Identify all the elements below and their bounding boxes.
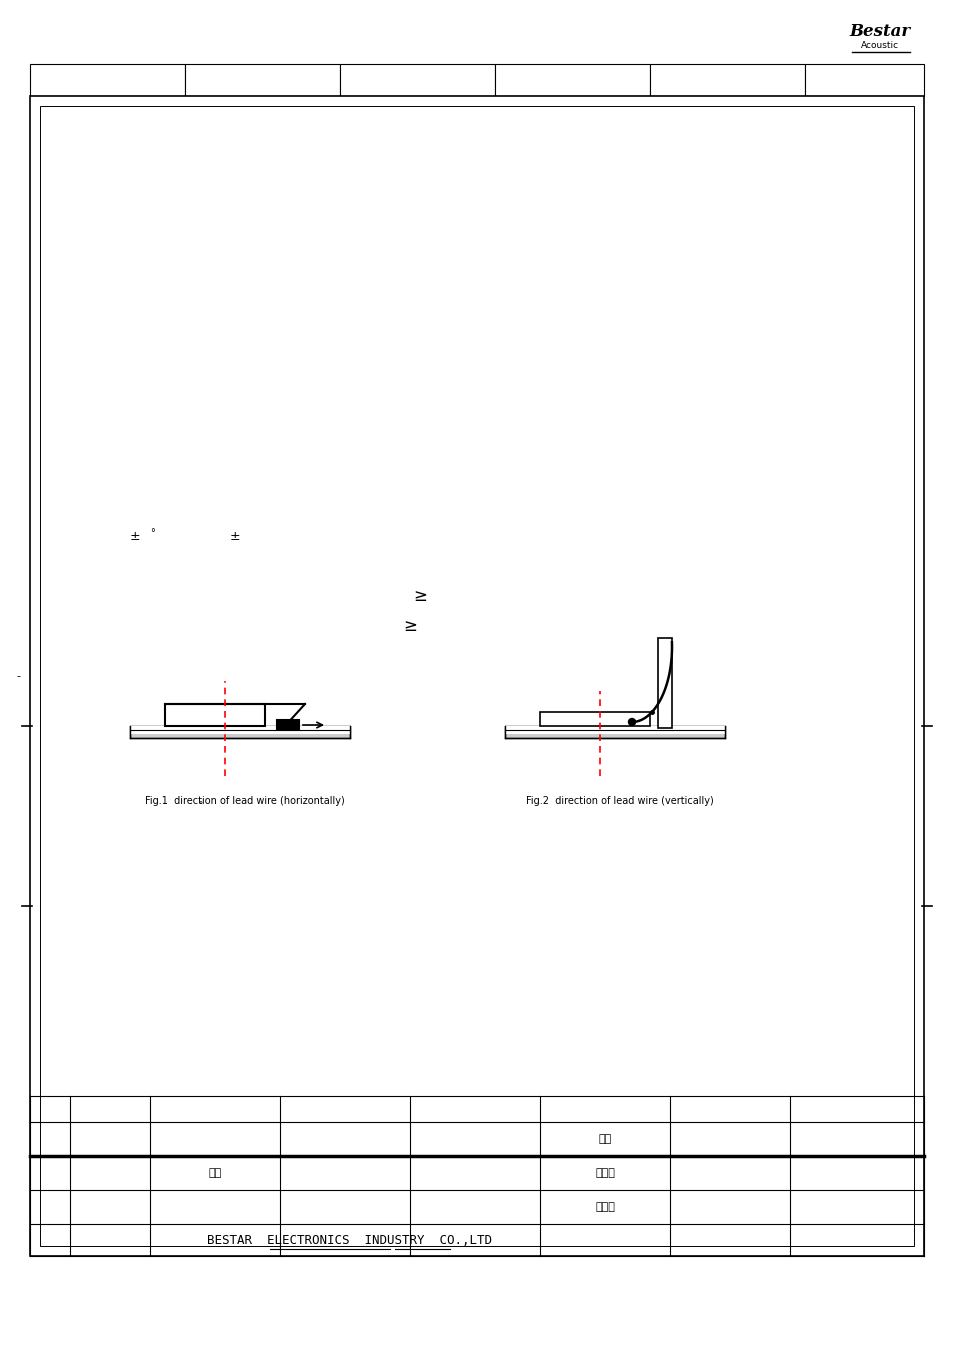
Bar	[165, 704, 265, 725]
Bar	[539, 712, 649, 725]
Text: -: -	[16, 671, 20, 681]
Bar	[40, 105, 913, 1246]
Text: 赵静: 赵静	[208, 1169, 221, 1178]
Text: Bestar: Bestar	[848, 23, 909, 41]
Bar	[504, 725, 724, 738]
Bar	[804, 63, 923, 96]
Text: °: °	[197, 801, 202, 811]
Text: Fig.1  direction of lead wire (horizontally): Fig.1 direction of lead wire (horizontal…	[145, 796, 345, 807]
Bar	[130, 725, 350, 738]
Bar	[185, 63, 339, 96]
Text: 赵静: 赵静	[598, 1133, 611, 1144]
Bar	[30, 63, 185, 96]
Bar	[495, 63, 649, 96]
Text: ±: ±	[130, 530, 140, 543]
Bar	[504, 725, 724, 734]
Text: BESTAR  ELECTRONICS  INDUSTRY  CO.,LTD: BESTAR ELECTRONICS INDUSTRY CO.,LTD	[208, 1233, 492, 1247]
Text: ≥: ≥	[402, 617, 416, 635]
Text: Fig.2  direction of lead wire (vertically): Fig.2 direction of lead wire (vertically…	[525, 796, 713, 807]
Text: ±: ±	[230, 530, 240, 543]
Circle shape	[628, 719, 635, 725]
Text: °: °	[150, 528, 154, 538]
Text: 张秀琴: 张秀琴	[595, 1202, 615, 1212]
Text: ≥: ≥	[413, 586, 427, 605]
Bar	[339, 63, 495, 96]
Bar	[649, 63, 804, 96]
Bar	[658, 638, 671, 728]
Bar	[276, 720, 298, 730]
Text: Acoustic: Acoustic	[860, 42, 898, 50]
Bar	[130, 725, 350, 734]
Bar	[30, 96, 923, 1256]
Text: 李红元: 李红元	[595, 1169, 615, 1178]
